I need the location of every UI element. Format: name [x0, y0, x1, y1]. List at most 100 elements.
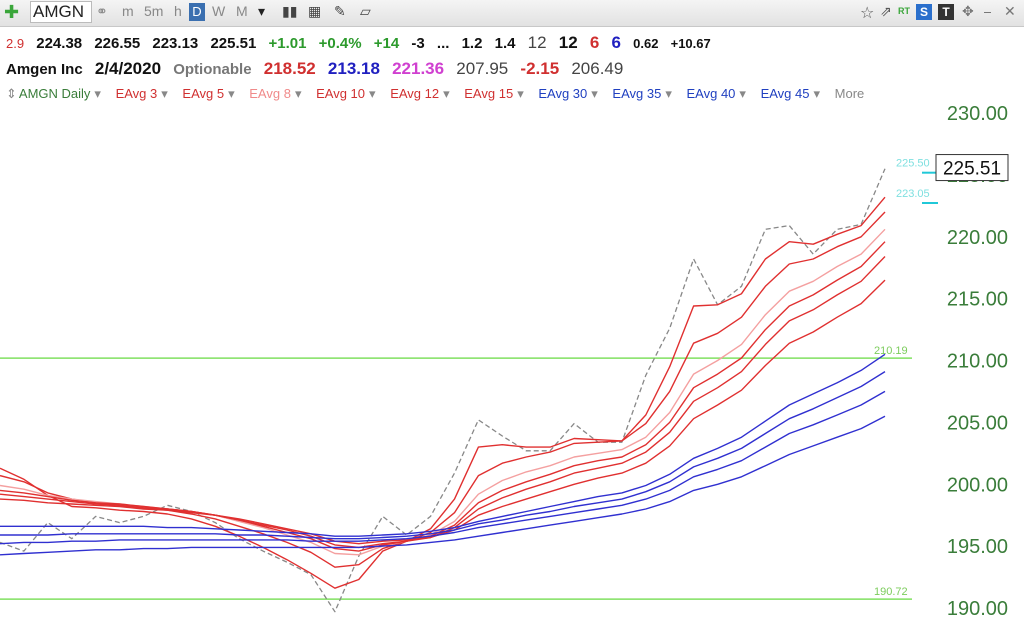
dropdown-arrow-icon[interactable]: ▾: [161, 86, 168, 101]
bar-chart-icon[interactable]: ▮▮: [282, 3, 298, 19]
legend-item-eavg40[interactable]: EAvg 40 ▾: [687, 86, 746, 101]
quote-field-2: -3: [411, 35, 425, 52]
s-badge[interactable]: S: [916, 4, 932, 20]
quote-open: 224.38: [36, 35, 83, 52]
quote2-value-6: 206.49: [571, 59, 624, 78]
quote-high: 226.55: [94, 35, 141, 52]
legend-main[interactable]: ⇕ AMGN Daily ▾: [6, 86, 101, 101]
quote-field-1: +14: [373, 35, 400, 52]
timeframe-m[interactable]: m: [122, 3, 134, 19]
legend-main-dropdown-icon[interactable]: ▾: [94, 86, 101, 101]
dropdown-arrow-icon[interactable]: ▾: [369, 86, 376, 101]
timeframe-w[interactable]: W: [212, 3, 226, 19]
y-tick-label-8: 230.00: [947, 103, 1008, 125]
y-tick-label-3: 205.00: [947, 412, 1008, 434]
dropdown-arrow-icon[interactable]: ▾: [443, 86, 450, 101]
series-line-1: [0, 196, 886, 589]
add-symbol-icon[interactable]: ✚: [4, 2, 20, 22]
legend-label: EAvg 12: [390, 86, 440, 101]
series-line-7: [0, 353, 886, 537]
dropdown-arrow-icon[interactable]: ▾: [294, 86, 302, 101]
quote2-value-2: 213.18: [327, 59, 380, 78]
legend-label: EAvg 30: [538, 86, 588, 101]
legend-item-eavg45[interactable]: EAvg 45 ▾: [761, 86, 820, 101]
grid-icon[interactable]: ▦: [308, 3, 322, 19]
quote-field-8: 6: [589, 33, 600, 52]
optionable-label: Optionable: [173, 61, 252, 78]
indicator-legend: ⇕ AMGN Daily ▾ EAvg 3 ▾ EAvg 5 ▾ EAvg 8 ▾ EAv…: [6, 86, 875, 102]
quote-field-4: 1.2: [461, 35, 483, 52]
close-icon[interactable]: ✕: [1004, 3, 1016, 19]
move-icon[interactable]: ✥: [962, 3, 974, 19]
legend-item-eavg3[interactable]: EAvg 3 ▾: [116, 86, 168, 101]
note-icon[interactable]: ▱: [360, 3, 371, 19]
right-label-0: 225.50: [896, 158, 930, 170]
quote2-value-3: 221.36: [392, 59, 445, 78]
y-tick-label-4: 210.00: [947, 351, 1008, 373]
price-chart[interactable]: 210.19 190.72 225.50 223.05 190.00 195.00 20…: [0, 103, 1024, 628]
series-line-6: [0, 279, 886, 545]
legend-item-eavg12[interactable]: EAvg 12 ▾: [390, 86, 449, 101]
legend-item-eavg30[interactable]: EAvg 30 ▾: [538, 86, 597, 101]
quote-date: 2/4/2020: [94, 59, 162, 78]
y-tick-label-0: 190.00: [947, 598, 1008, 620]
quote-field-5: 1.4: [494, 35, 516, 52]
legend-main-arrow-icon: ⇕: [6, 86, 17, 101]
quote-field-10: 0.62: [633, 36, 659, 51]
minimize-icon[interactable]: ⎯: [984, 3, 991, 19]
quote-row-1: 2.9 224.38 226.55 223.13 225.51 +1.01 +0…: [6, 33, 719, 53]
quote-field-7: 12: [558, 33, 578, 52]
legend-label: EAvg 45: [760, 86, 810, 101]
legend-item-eavg5[interactable]: EAvg 5 ▾: [182, 86, 234, 101]
legend-item-eavg8[interactable]: EAvg 8 ▾: [249, 86, 301, 101]
hline-label-1: 190.72: [874, 586, 908, 598]
dropdown-arrow-icon[interactable]: ▾: [228, 86, 235, 101]
y-tick-label-1: 195.00: [947, 536, 1008, 558]
quote-last: 225.51: [210, 35, 257, 52]
dropdown-arrow-icon[interactable]: ▾: [665, 86, 672, 101]
rt-badge[interactable]: RT: [898, 6, 910, 16]
legend-label: EAvg 15: [464, 86, 514, 101]
legend-label: EAvg 35: [612, 86, 662, 101]
timeframe-d[interactable]: D: [189, 3, 205, 21]
legend-item-eavg15[interactable]: EAvg 15 ▾: [464, 86, 523, 101]
legend-more[interactable]: More: [834, 86, 865, 101]
dropdown-arrow-icon[interactable]: ▾: [517, 86, 524, 101]
legend-item-eavg10[interactable]: EAvg 10 ▾: [316, 86, 375, 101]
t-badge[interactable]: T: [938, 4, 954, 20]
pencil-icon[interactable]: ✎: [334, 3, 346, 19]
quote2-value-1: 218.52: [263, 59, 316, 78]
quote-change-pct: +0.4%: [318, 35, 362, 52]
dropdown-arrow-icon[interactable]: ▾: [739, 86, 746, 101]
timeframe-5m[interactable]: 5m: [144, 3, 164, 19]
quote-row-2: Amgen Inc 2/4/2020 Optionable 218.52 213…: [6, 59, 631, 79]
series-line-10: [0, 415, 886, 556]
series-line-0: [0, 168, 886, 613]
legend-label: EAvg 5: [182, 86, 225, 101]
quote-field-11: +10.67: [670, 36, 711, 51]
share-icon[interactable]: ⇗: [880, 3, 892, 19]
dropdown-arrow-icon[interactable]: ▾: [591, 86, 598, 101]
y-axis: 190.00 195.00 200.00 205.00 210.00 215.00 220.…: [935, 103, 1009, 620]
horizontal-lines: 210.19 190.72: [0, 345, 912, 600]
timeframe-mo[interactable]: M: [236, 3, 248, 19]
quote-field-9: 6: [611, 33, 621, 52]
company-name: Amgen Inc: [6, 61, 83, 78]
legend-label: EAvg 3: [115, 86, 158, 101]
dropdown-arrow-icon[interactable]: ▾: [813, 86, 821, 101]
last-price-box: [935, 154, 1009, 182]
legend-label: EAvg 8: [249, 86, 291, 101]
timeframe-h[interactable]: h: [174, 3, 182, 19]
quote-field-3: ...: [436, 35, 450, 52]
symbol-input[interactable]: AMGN: [30, 1, 92, 23]
y-tick-label-6: 220.00: [947, 227, 1008, 249]
legend-main-label: AMGN Daily: [18, 86, 91, 101]
dropdown-arrow-icon[interactable]: ▾: [258, 3, 266, 19]
link-icon[interactable]: ⚭: [96, 3, 108, 19]
star-icon[interactable]: ☆: [860, 5, 875, 22]
y-tick-label-5: 215.00: [947, 289, 1008, 311]
toolbar: ✚ AMGN ⚭ m 5m h D W M ▾ ▮▮ ▦ ✎ ▱ ☆ ⇗ RT …: [0, 0, 1024, 27]
legend-item-eavg35[interactable]: EAvg 35 ▾: [612, 86, 671, 101]
series-line-8: [0, 371, 886, 540]
series-line-9: [0, 390, 886, 545]
